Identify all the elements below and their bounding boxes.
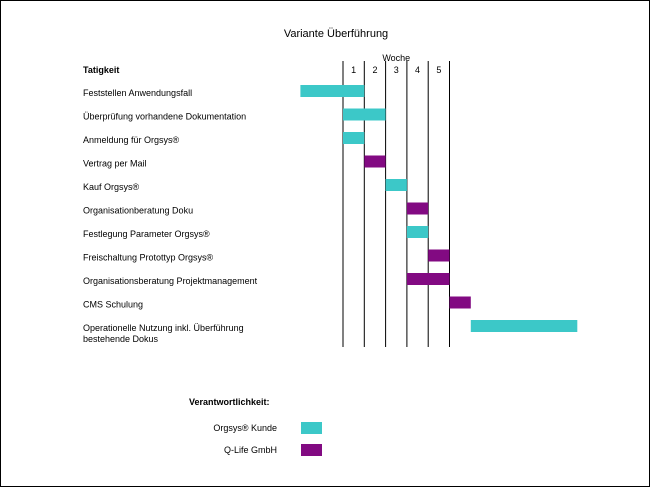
task-bar xyxy=(364,155,386,168)
task-label: Festlegung Parameter Orgsys® xyxy=(83,229,210,239)
column-header: Tatigkeit xyxy=(83,65,119,75)
legend-swatch xyxy=(301,444,322,456)
task-bar xyxy=(343,132,365,144)
task-label: Anmeldung für Orgsys® xyxy=(83,135,180,145)
week-number: 1 xyxy=(351,65,356,75)
legend-label: Orgsys® Kunde xyxy=(213,423,277,433)
week-number: 5 xyxy=(436,65,441,75)
task-bar xyxy=(385,179,407,191)
chart-title: Variante Überführung xyxy=(284,28,388,40)
legend-title: Verantwortlichkeit: xyxy=(189,397,270,407)
task-label: Organisationberatung Doku xyxy=(83,206,193,216)
task-bar xyxy=(406,202,429,215)
task-bar xyxy=(406,226,429,238)
task-bar xyxy=(428,249,450,262)
week-number: 4 xyxy=(415,65,420,75)
week-number: 2 xyxy=(372,65,377,75)
task-label: Freischaltung Protottyp Orgsys® xyxy=(83,253,214,263)
task-label: Feststellen Anwendungsfall xyxy=(83,88,192,98)
task-bar xyxy=(300,85,365,97)
task-label: Operationelle Nutzung inkl. Überführung b… xyxy=(83,323,244,344)
legend-label: Q-Life GmbH xyxy=(224,445,277,455)
week-header: Woche xyxy=(382,53,410,63)
task-label: Kauf Orgsys® xyxy=(83,182,140,192)
task-label: Überprüfung vorhandene Dokumentation xyxy=(83,112,246,122)
task-bar xyxy=(406,273,450,285)
task-bar xyxy=(449,296,471,309)
task-label: CMS Schulung xyxy=(83,300,143,310)
task-label: Organisationsberatung Projektmanagement xyxy=(83,276,258,286)
task-bar xyxy=(343,108,386,121)
week-number: 3 xyxy=(394,65,399,75)
task-label: Vertrag per Mail xyxy=(83,159,147,169)
task-bar xyxy=(470,320,578,332)
legend-swatch xyxy=(301,422,322,434)
